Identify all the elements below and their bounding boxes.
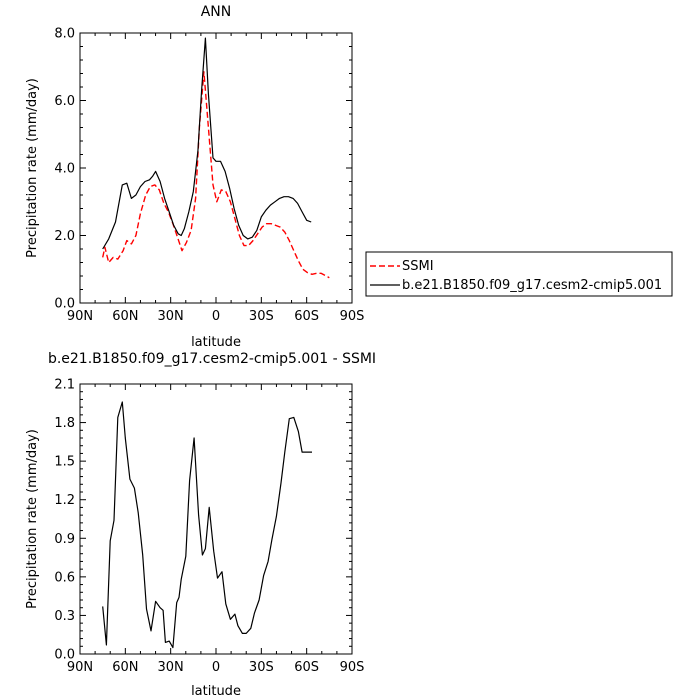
x-tick-label: 60S (294, 660, 319, 675)
x-tick-labels: 90N 60N 30N 0 30S 60S 90S (67, 660, 365, 675)
x-tick-label: 30N (158, 660, 184, 675)
top-panel: ANN 90N 60N 30N 0 30S 60S 90S 0.02.04.06.08.0 … (25, 4, 364, 350)
x-tick-label: 60N (112, 309, 138, 324)
x-tick-label: 90S (340, 660, 365, 675)
x-tick-label: 90N (67, 309, 93, 324)
tick-marks (79, 383, 353, 655)
x-tick-label: 90S (340, 309, 365, 324)
x-tick-label: 30N (158, 309, 184, 324)
y-tick-label: 0.3 (54, 609, 75, 624)
legend-label-ssmi: SSMI (402, 259, 434, 274)
y-axis-label: Precipitation rate (mm/day) (25, 78, 40, 258)
x-tick-labels: 90N 60N 30N 0 30S 60S 90S (67, 309, 365, 324)
tick-marks (79, 32, 353, 304)
x-tick-label: 60S (294, 309, 319, 324)
series-line-difference (102, 401, 312, 649)
y-tick-label: 0.0 (54, 297, 75, 312)
y-tick-label: 1.8 (54, 416, 75, 431)
y-tick-label: 2.1 (54, 378, 75, 393)
series-line-b-e21-b1850-f09-g17-cesm2-cmip5-001 (102, 37, 312, 250)
y-tick-label: 1.5 (54, 455, 75, 470)
legend-label-model: b.e21.B1850.f09_g17.cesm2-cmip5.001 (402, 278, 662, 293)
bottom-panel: b.e21.B1850.f09_g17.cesm2-cmip5.001 - SS… (25, 351, 376, 699)
y-tick-label: 1.2 (54, 493, 75, 508)
y-tick-labels: 0.0 2.0 4.0 6.0 8.0 (54, 27, 75, 312)
y-tick-label: 2.0 (54, 229, 75, 244)
series-line-ssmi (102, 71, 330, 279)
y-axis-label: Precipitation rate (mm/day) (25, 429, 40, 609)
y-tick-label: 8.0 (54, 27, 75, 42)
series-group (102, 401, 312, 649)
x-tick-label: 90N (67, 660, 93, 675)
x-axis-label: latitude (191, 684, 241, 699)
legend: SSMI b.e21.B1850.f09_g17.cesm2-cmip5.001 (365, 251, 673, 297)
series-group (102, 37, 330, 279)
y-tick-label: 0.9 (54, 532, 75, 547)
legend-box (365, 251, 673, 297)
y-tick-label: 0.0 (54, 648, 75, 663)
x-tick-label: 60N (112, 660, 138, 675)
y-tick-labels: 0.0 0.3 0.6 0.9 1.2 1.5 1.8 2.1 (54, 378, 75, 663)
x-tick-label: 30S (249, 309, 274, 324)
y-tick-label: 4.0 (54, 162, 75, 177)
plot-frame (79, 383, 353, 655)
x-axis-label: latitude (191, 335, 241, 350)
x-tick-label: 0 (212, 660, 220, 675)
plot-frame (79, 32, 353, 304)
chart-title: ANN (201, 4, 232, 20)
chart-title: b.e21.B1850.f09_g17.cesm2-cmip5.001 - SS… (48, 351, 376, 367)
x-tick-label: 0 (212, 309, 220, 324)
y-tick-label: 6.0 (54, 94, 75, 109)
y-tick-label: 0.6 (54, 570, 75, 585)
x-tick-label: 30S (249, 660, 274, 675)
